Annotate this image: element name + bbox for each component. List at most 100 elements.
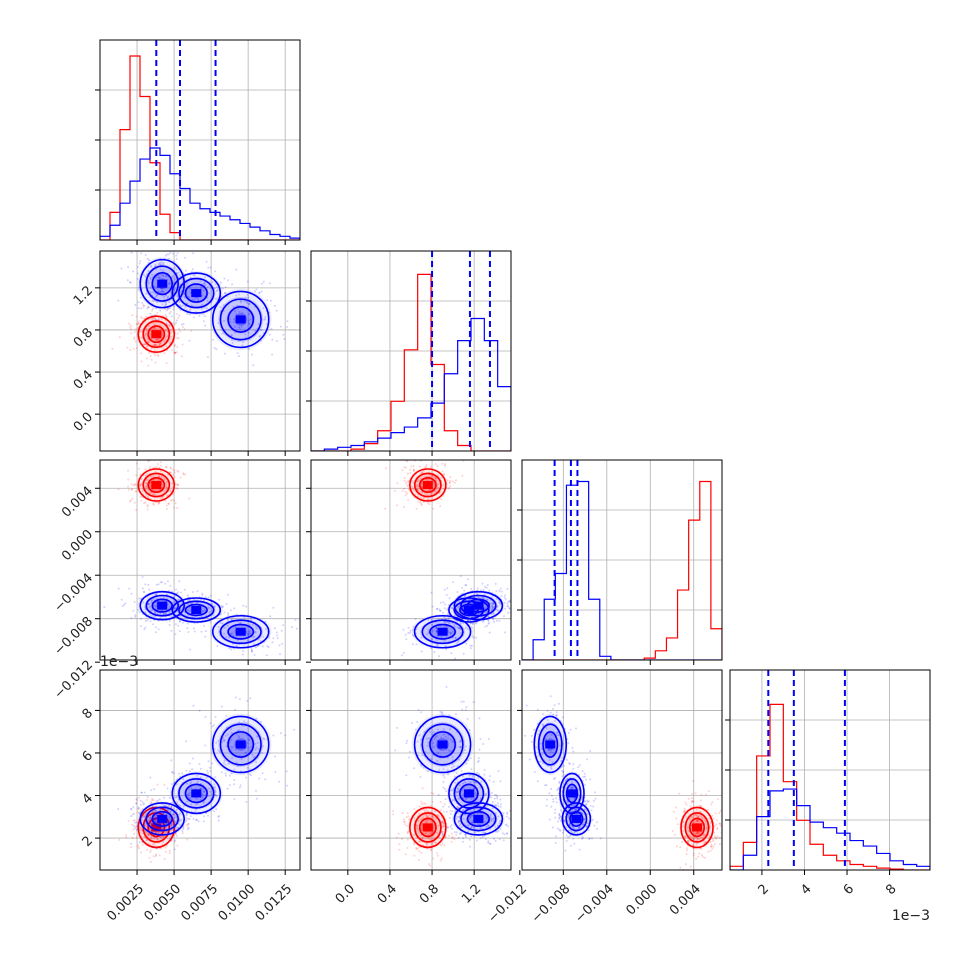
contour-line <box>429 731 456 758</box>
scatter-point <box>471 622 474 625</box>
scatter-point <box>176 252 179 255</box>
scatter-point <box>139 496 142 498</box>
scatter-point <box>211 725 214 728</box>
scatter-point <box>459 627 462 630</box>
scatter-point <box>694 833 697 835</box>
contour-line <box>171 272 222 314</box>
scatter-point <box>403 820 406 823</box>
scatter-point <box>585 824 588 827</box>
scatter-point <box>498 601 501 604</box>
scatter-point <box>415 848 418 851</box>
scatter-point <box>680 841 683 844</box>
scatter-point <box>190 803 193 806</box>
scatter-point <box>148 484 151 487</box>
scatter-point <box>166 787 169 790</box>
scatter-point <box>587 829 590 832</box>
scatter-point <box>675 806 677 809</box>
scatter-point <box>182 828 185 831</box>
scatter-point <box>470 814 473 817</box>
scatter-point <box>154 809 157 812</box>
scatter-point <box>140 625 142 628</box>
scatter-point <box>442 825 445 828</box>
scatter-point <box>671 830 674 832</box>
scatter-point <box>184 296 186 299</box>
scatter-point <box>138 847 140 850</box>
scatter-point <box>248 303 251 306</box>
scatter-point <box>142 835 145 838</box>
scatter-point <box>165 274 168 277</box>
scatter-point <box>168 819 171 822</box>
scatter-point <box>489 842 491 845</box>
scatter-point <box>491 594 494 597</box>
scatter-point <box>504 824 507 827</box>
scatter-point <box>140 307 143 310</box>
scatter-point <box>188 339 191 342</box>
scatter-point <box>443 616 446 619</box>
scatter-point <box>117 299 120 302</box>
scatter-point <box>697 816 700 819</box>
scatter-point <box>161 303 164 306</box>
scatter-point <box>248 347 251 350</box>
scatter-point <box>412 465 415 467</box>
scatter-point <box>481 582 484 585</box>
scatter-point <box>242 341 245 344</box>
scatter-point <box>396 504 398 507</box>
scatter-point <box>506 832 508 835</box>
scatter-point <box>158 501 161 504</box>
contour-line <box>227 623 255 640</box>
density-peak <box>191 289 202 298</box>
scatter-point <box>223 611 226 614</box>
scatter-point <box>558 828 561 831</box>
scatter-point <box>239 784 242 787</box>
scatter-point <box>459 575 462 578</box>
scatter-point <box>154 318 157 321</box>
scatter-point <box>484 838 487 840</box>
scatter-point <box>434 477 437 480</box>
density-peak <box>473 601 484 610</box>
scatter-point <box>206 296 209 299</box>
scatter-point <box>126 346 129 349</box>
scatter-point <box>459 740 462 743</box>
scatter-point <box>465 706 468 709</box>
scatter-point <box>516 802 518 804</box>
scatter-point <box>433 731 435 734</box>
scatter-point <box>204 635 207 638</box>
scatter-point <box>444 735 447 738</box>
scatter-point <box>223 632 226 635</box>
scatter-point <box>174 273 177 276</box>
scatter-point <box>170 824 173 827</box>
scatter-point <box>220 705 223 708</box>
scatter-point <box>570 803 573 806</box>
scatter-point <box>166 808 169 811</box>
scatter-point <box>421 754 424 757</box>
scatter-point <box>700 854 703 857</box>
scatter-point <box>248 313 250 316</box>
scatter-point <box>185 819 188 822</box>
scatter-point <box>486 804 489 807</box>
scatter-point <box>157 318 160 321</box>
scatter-point <box>478 773 481 775</box>
scatter-point <box>190 786 193 789</box>
scatter-point <box>449 671 451 673</box>
scatter-point <box>144 619 147 622</box>
scatter-point <box>235 313 238 316</box>
scatter-point <box>491 605 493 608</box>
scatter-point <box>557 787 560 790</box>
scatter-point <box>705 821 708 823</box>
scatter-point <box>169 489 172 492</box>
scatter-point <box>392 810 395 812</box>
scatter-point <box>151 843 154 846</box>
scatter-point <box>151 273 154 276</box>
scatter-point <box>199 798 202 801</box>
scatter-point <box>450 652 453 655</box>
scatter-point <box>179 304 182 307</box>
scatter-point <box>170 839 173 842</box>
scatter-point <box>156 294 159 297</box>
scatter-point <box>451 762 454 765</box>
scatter-point <box>701 816 703 819</box>
scatter-point <box>416 480 419 483</box>
contour-line <box>145 594 179 617</box>
scatter-point <box>202 624 205 627</box>
scatter-point <box>140 360 143 363</box>
scatter-point <box>470 781 473 783</box>
